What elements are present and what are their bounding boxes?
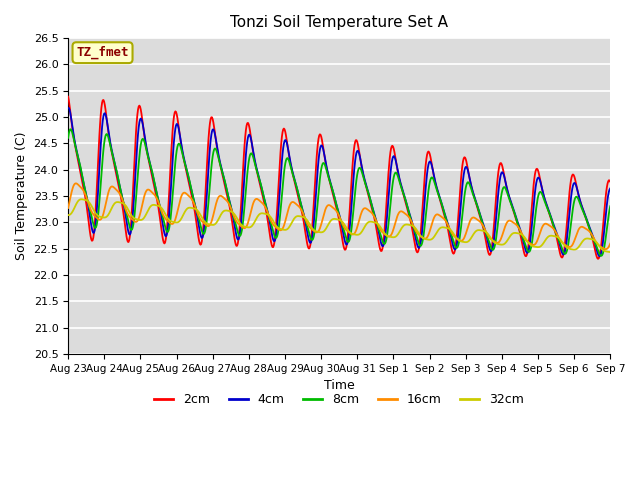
32cm [394, 231, 402, 237]
16cm [476, 219, 484, 225]
8cm [532, 210, 540, 216]
32cm [98, 215, 106, 220]
2cm [410, 233, 417, 239]
32cm [607, 249, 614, 255]
16cm [602, 246, 609, 252]
Line: 4cm: 4cm [68, 108, 611, 256]
Legend: 2cm, 4cm, 8cm, 16cm, 32cm: 2cm, 4cm, 8cm, 16cm, 32cm [149, 388, 529, 411]
2cm [64, 94, 72, 99]
16cm [532, 241, 540, 247]
16cm [607, 241, 614, 247]
2cm [594, 256, 602, 262]
8cm [476, 212, 484, 218]
32cm [532, 244, 540, 250]
4cm [380, 242, 387, 248]
4cm [476, 211, 484, 217]
16cm [410, 225, 418, 230]
4cm [596, 253, 604, 259]
2cm [607, 179, 614, 185]
2cm [97, 105, 105, 110]
8cm [380, 240, 387, 246]
2cm [394, 166, 401, 171]
4cm [532, 184, 540, 190]
8cm [64, 135, 72, 141]
32cm [64, 212, 72, 218]
Text: TZ_fmet: TZ_fmet [76, 46, 129, 60]
4cm [607, 186, 614, 192]
4cm [98, 124, 106, 130]
2cm [531, 171, 539, 177]
8cm [394, 173, 402, 179]
X-axis label: Time: Time [324, 379, 355, 393]
8cm [598, 253, 605, 259]
8cm [67, 126, 74, 132]
16cm [64, 205, 72, 211]
4cm [394, 168, 402, 174]
8cm [98, 163, 106, 168]
8cm [410, 227, 418, 232]
4cm [64, 105, 72, 111]
4cm [65, 105, 73, 111]
Line: 8cm: 8cm [68, 129, 611, 256]
32cm [476, 228, 484, 233]
Line: 16cm: 16cm [68, 183, 611, 249]
Line: 2cm: 2cm [68, 96, 611, 259]
Title: Tonzi Soil Temperature Set A: Tonzi Soil Temperature Set A [230, 15, 448, 30]
Line: 32cm: 32cm [68, 199, 611, 252]
4cm [410, 228, 418, 234]
8cm [607, 204, 614, 209]
16cm [98, 215, 106, 220]
32cm [78, 196, 86, 202]
32cm [410, 224, 418, 230]
16cm [72, 180, 79, 186]
16cm [380, 230, 387, 236]
2cm [476, 211, 483, 217]
16cm [394, 212, 402, 218]
Y-axis label: Soil Temperature (C): Soil Temperature (C) [15, 132, 28, 260]
32cm [380, 229, 387, 235]
2cm [379, 243, 387, 249]
